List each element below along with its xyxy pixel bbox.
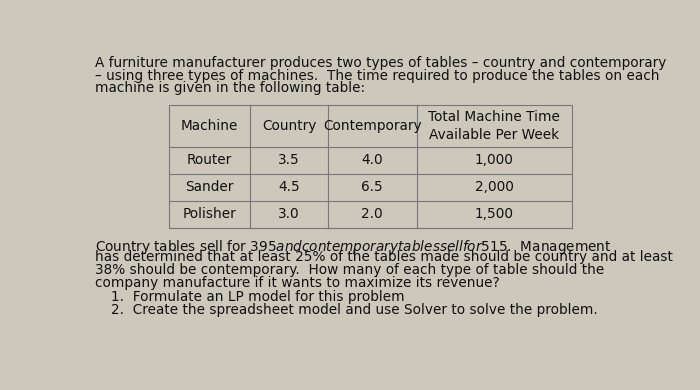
Text: 2,000: 2,000 <box>475 180 514 194</box>
Text: – using three types of machines.  The time required to produce the tables on eac: – using three types of machines. The tim… <box>95 69 659 83</box>
Text: has determined that at least 25% of the tables made should be country and at lea: has determined that at least 25% of the … <box>95 250 673 264</box>
Text: Machine: Machine <box>181 119 238 133</box>
Bar <box>169 105 572 228</box>
Text: 3.0: 3.0 <box>278 207 300 221</box>
Text: 2.  Create the spreadsheet model and use Solver to solve the problem.: 2. Create the spreadsheet model and use … <box>111 303 598 317</box>
Text: Contemporary: Contemporary <box>323 119 421 133</box>
Text: Sander: Sander <box>186 180 234 194</box>
Text: Total Machine Time
Available Per Week: Total Machine Time Available Per Week <box>428 110 560 142</box>
Text: Country tables sell for $395 and contemporary tables sell for $515.  Management: Country tables sell for $395 and contemp… <box>95 238 612 256</box>
Text: company manufacture if it wants to maximize its revenue?: company manufacture if it wants to maxim… <box>95 276 500 290</box>
Text: Country: Country <box>262 119 316 133</box>
Text: machine is given in the following table:: machine is given in the following table: <box>95 82 365 96</box>
Text: 1.  Formulate an LP model for this problem: 1. Formulate an LP model for this proble… <box>111 290 405 304</box>
Text: Router: Router <box>187 153 232 167</box>
Text: 6.5: 6.5 <box>361 180 383 194</box>
Text: 38% should be contemporary.  How many of each type of table should the: 38% should be contemporary. How many of … <box>95 263 605 277</box>
Text: 1,000: 1,000 <box>475 153 514 167</box>
Text: 4.5: 4.5 <box>278 180 300 194</box>
Text: A furniture manufacturer produces two types of tables – country and contemporary: A furniture manufacturer produces two ty… <box>95 56 666 70</box>
Text: 1,500: 1,500 <box>475 207 514 221</box>
Text: 2.0: 2.0 <box>361 207 383 221</box>
Text: Polisher: Polisher <box>183 207 237 221</box>
Text: 3.5: 3.5 <box>278 153 300 167</box>
Text: 4.0: 4.0 <box>361 153 383 167</box>
